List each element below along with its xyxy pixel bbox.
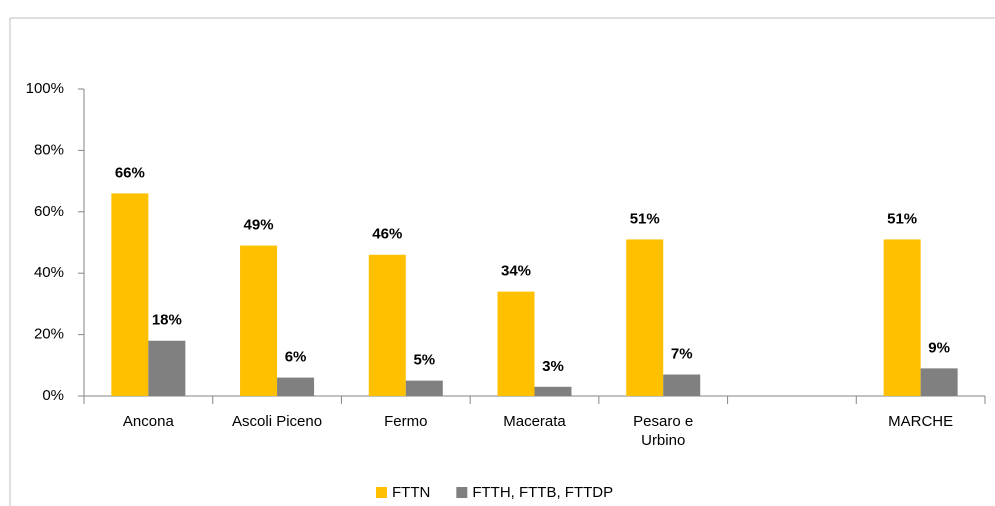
bar <box>405 380 443 396</box>
legend-swatch <box>376 487 387 498</box>
y-tick-label: 100% <box>26 80 64 97</box>
legend-swatch <box>456 487 468 498</box>
bar <box>534 386 572 396</box>
y-tick-label: 0% <box>42 387 64 404</box>
bar <box>497 291 535 396</box>
y-tick-label: 40% <box>34 264 64 281</box>
bar <box>663 374 701 396</box>
bar <box>277 377 315 396</box>
x-tick-label: Ascoli Piceno <box>232 413 323 430</box>
bar <box>368 254 406 396</box>
bar <box>148 340 186 396</box>
data-label: 66% <box>115 164 145 181</box>
data-label: 51% <box>630 210 660 227</box>
legend-label: FTTN <box>392 484 430 501</box>
bar <box>111 193 149 396</box>
legend-label: FTTH, FTTB, FTTDP <box>472 484 613 501</box>
data-label: 7% <box>671 345 693 362</box>
bar <box>883 239 921 396</box>
data-label: 5% <box>413 352 435 369</box>
x-tick-label: Pesaro e Urbino <box>633 413 694 449</box>
bar <box>920 368 958 396</box>
data-label: 6% <box>285 349 307 366</box>
data-label: 51% <box>887 210 917 227</box>
data-label: 34% <box>501 263 531 280</box>
x-tick-label: Macerata <box>503 413 566 430</box>
x-tick-label: MARCHE <box>888 413 954 430</box>
y-tick-label: 80% <box>34 141 64 158</box>
y-tick-label: 20% <box>34 326 64 343</box>
x-tick-label: Fermo <box>384 413 428 430</box>
data-label: 9% <box>928 339 950 356</box>
bar <box>240 245 278 396</box>
x-tick-label: Ancona <box>122 413 174 430</box>
y-tick-label: 60% <box>34 203 64 220</box>
data-label: 18% <box>152 312 182 329</box>
data-label: 46% <box>372 226 402 243</box>
data-label: 3% <box>542 358 564 375</box>
data-label: 49% <box>244 217 274 234</box>
bar <box>626 239 664 396</box>
